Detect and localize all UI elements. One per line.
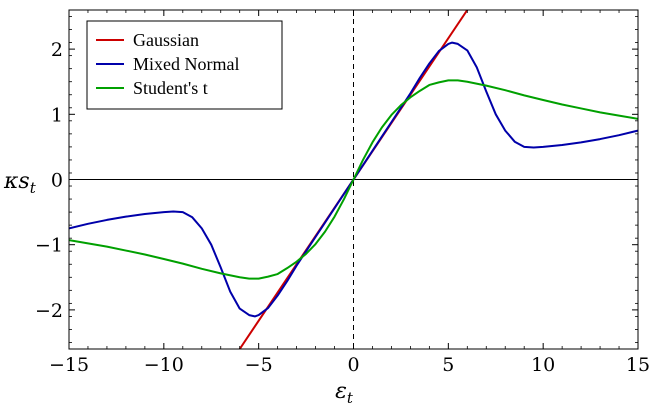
legend-label-gaussian: Gaussian	[133, 30, 199, 50]
x-tick-label: −5	[245, 354, 273, 376]
y-tick-label: 2	[51, 39, 63, 61]
x-tick-label: −15	[49, 354, 89, 376]
y-axis-label: κst	[3, 169, 37, 197]
legend: Gaussian Mixed Normal Student's t	[86, 20, 283, 110]
x-tick-label: 10	[531, 354, 555, 376]
series-layer	[69, 10, 638, 349]
series-line-students-t	[69, 79, 638, 280]
x-axis-label: εt	[335, 379, 354, 406]
y-tick-label: 1	[51, 104, 63, 126]
axis-labels: εt κst	[3, 169, 354, 406]
x-tick-label: 15	[626, 354, 650, 376]
x-tick-label: 0	[347, 354, 359, 376]
plot-frame	[68, 9, 639, 350]
y-tick-label: 0	[51, 170, 63, 192]
y-tick-label: −1	[35, 235, 63, 257]
legend-label-students-t: Student's t	[133, 78, 208, 98]
y-tick-label: −2	[35, 300, 63, 322]
legend-label-mixed-normal: Mixed Normal	[133, 54, 239, 74]
x-tick-label: −10	[144, 354, 184, 376]
x-tick-label: 5	[442, 354, 454, 376]
